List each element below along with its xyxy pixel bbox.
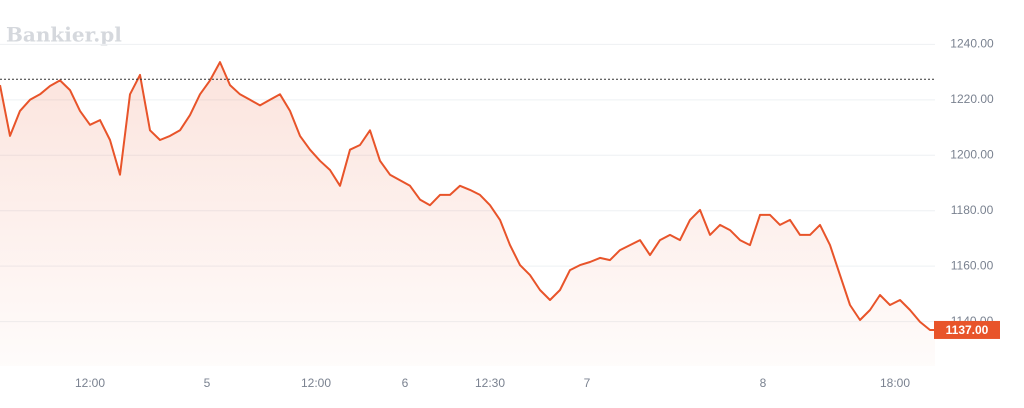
x-tick-label: 5 <box>204 376 211 390</box>
price-tag <box>934 320 1000 339</box>
x-tick-label: 18:00 <box>880 376 910 390</box>
price-line <box>0 61 935 331</box>
x-tick-label: 6 <box>402 376 409 390</box>
x-tick-label: 12:00 <box>301 376 331 390</box>
price-tag-label: 1137.00 <box>946 323 989 337</box>
x-tick-label: 12:00 <box>75 376 105 390</box>
x-tick-label: 12:30 <box>475 376 505 390</box>
y-tick-label: 1220.00 <box>950 92 994 106</box>
y-tick-label: 1240.00 <box>950 37 994 51</box>
x-tick-label: 7 <box>584 376 591 390</box>
y-tick-label: 1160.00 <box>951 258 994 272</box>
area <box>0 62 935 366</box>
watermark: Bankier.pl <box>6 23 122 47</box>
y-tick-label: 1180.00 <box>951 203 994 217</box>
x-tick-label: 8 <box>760 376 767 390</box>
y-tick-label: 1200.00 <box>950 147 994 161</box>
